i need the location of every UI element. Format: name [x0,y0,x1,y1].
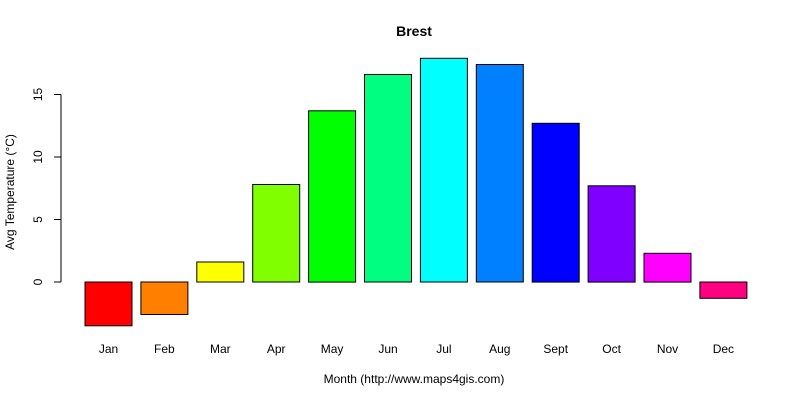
bar-feb [140,281,189,315]
bar-sept [531,122,580,283]
x-axis-label: Month (http://www.maps4gis.com) [324,372,505,386]
y-axis: 0 5 10 15 [31,88,62,285]
bar-jul [419,57,468,283]
x-tick-label: Mar [210,342,231,356]
bar-jan [84,281,133,327]
bar-mar [196,261,245,283]
x-axis-tick-labels: Jan Feb Mar Apr May Jun Jul Aug Sept Oct Nov Dec [99,342,734,356]
y-tick-label: 10 [31,150,45,164]
x-tick-label: Aug [489,342,510,356]
y-tick-label: 0 [31,278,45,285]
x-tick-label: Jun [378,342,397,356]
bar-may [308,110,357,283]
x-tick-label: Dec [713,342,734,356]
bar-oct [587,185,636,283]
bar-apr [252,184,301,283]
y-tick-label: 15 [31,88,45,102]
x-tick-label: Nov [657,342,678,356]
bar-jun [364,74,412,283]
x-tick-label: Feb [154,342,175,356]
x-tick-label: Sept [543,342,568,356]
bar-dec [699,281,748,299]
x-tick-label: Apr [267,342,286,356]
x-tick-label: Jan [99,342,118,356]
y-axis-label: Avg Temperature (°C) [3,134,17,250]
x-tick-label: Oct [602,342,621,356]
bars [84,57,748,327]
chart-title: Brest [396,23,432,39]
y-tick-label: 5 [31,216,45,223]
x-tick-label: Jul [436,342,451,356]
bar-nov [643,252,692,283]
bar-aug [475,64,524,283]
x-tick-label: May [321,342,344,356]
